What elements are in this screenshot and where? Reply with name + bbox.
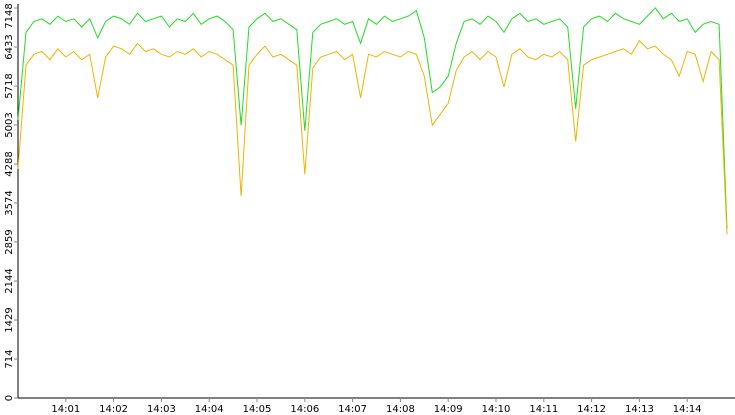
x-tick-label: 14:10	[482, 404, 511, 415]
y-tick-label: 6433	[4, 34, 15, 59]
y-tick-label: 5003	[4, 112, 15, 137]
y-tick-label: 714	[4, 349, 15, 368]
x-tick-label: 14:11	[529, 404, 558, 415]
y-tick-label: 4288	[4, 151, 15, 176]
x-tick-label: 14:08	[386, 404, 415, 415]
series-line	[17, 7, 728, 229]
x-tick-label: 14:07	[338, 404, 367, 415]
y-tick-label: 5718	[4, 73, 15, 98]
x-tick-label: 14:06	[290, 404, 319, 415]
x-tick-label: 14:04	[195, 404, 224, 415]
x-tick-label: 14:12	[577, 404, 606, 415]
y-tick-label: 2859	[4, 229, 15, 254]
x-tick-label: 14:13	[625, 404, 654, 415]
x-tick-label: 14:14	[673, 404, 702, 415]
y-tick-label: 7148	[4, 3, 15, 28]
x-tick-label: 14:09	[434, 404, 463, 415]
x-tick-label: 14:02	[99, 404, 128, 415]
x-tick-label: 14:03	[147, 404, 176, 415]
x-tick-label: 14:01	[51, 404, 80, 415]
y-tick-label: 3574	[4, 190, 15, 215]
series-line	[17, 39, 728, 235]
y-tick-label: 2144	[4, 268, 15, 293]
x-tick-label: 14:05	[243, 404, 272, 415]
y-tick-label: 1429	[4, 307, 15, 332]
y-tick-label: 0	[4, 395, 15, 401]
